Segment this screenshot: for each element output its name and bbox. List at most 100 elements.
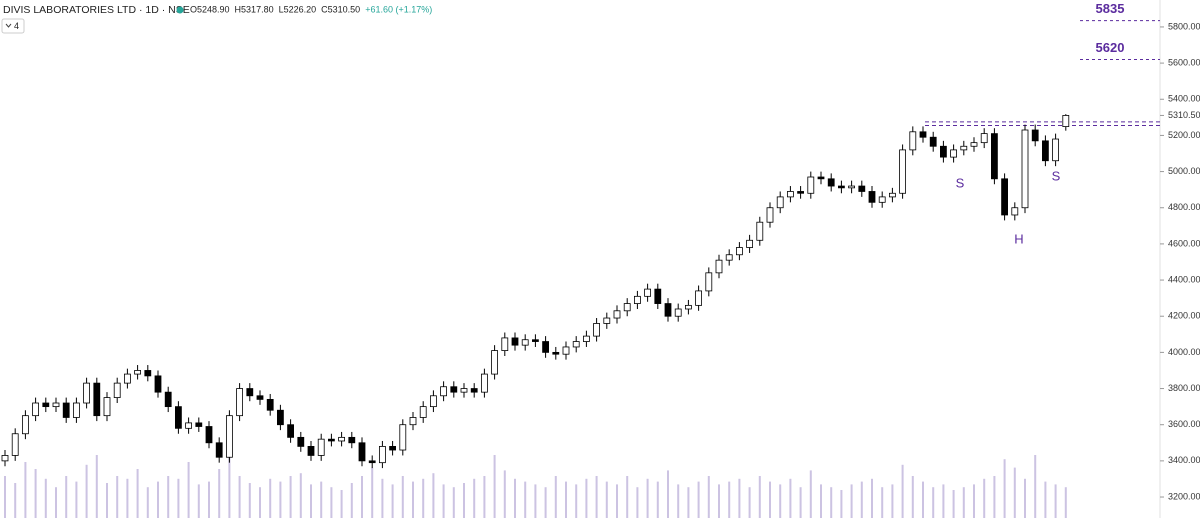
volume-bar — [932, 487, 935, 518]
candle-body — [695, 290, 702, 306]
candle-body — [1001, 178, 1008, 216]
volume-bar — [371, 467, 374, 518]
candle-body — [501, 337, 509, 351]
candle-body — [399, 424, 407, 451]
indicator-toggle[interactable] — [1, 18, 25, 34]
volume-bar — [116, 476, 119, 518]
candle-body — [756, 221, 764, 241]
target-label: 5835 — [1096, 1, 1125, 16]
volume-bar — [463, 483, 465, 518]
candle-body — [215, 442, 223, 458]
candle-body — [572, 341, 580, 348]
volume-bar — [442, 484, 445, 518]
candle-body — [919, 131, 927, 138]
ohlc-value: L5226.20 — [279, 4, 317, 14]
candle-body — [297, 436, 305, 447]
volume-bar — [330, 487, 333, 518]
candle-body — [174, 406, 182, 429]
volume-bar — [238, 476, 241, 518]
candle-body — [960, 145, 968, 151]
volume-bar — [901, 464, 904, 518]
volume-bar — [871, 478, 873, 518]
candle-body — [327, 438, 335, 442]
volume-bar — [554, 476, 557, 518]
candle-body — [797, 191, 804, 194]
volume-bar — [493, 455, 496, 518]
candle-body — [83, 382, 90, 404]
chevron-icon — [5, 23, 12, 28]
candle-body — [246, 388, 254, 397]
volume-bar — [962, 487, 965, 518]
volume-bar — [667, 470, 669, 518]
candle-body — [868, 191, 876, 203]
volume-bar — [718, 484, 720, 518]
pattern-annotation: S — [956, 175, 965, 190]
volume-bar — [24, 462, 27, 518]
volume-bar — [299, 473, 302, 518]
volume-bar — [340, 490, 343, 518]
volume-bar — [820, 484, 822, 518]
ohlc-value: C5310.50 — [321, 4, 360, 14]
volume-bar — [381, 478, 384, 518]
target-label: 5620 — [1096, 40, 1125, 55]
volume-bar — [177, 478, 180, 518]
volume-bar — [197, 484, 200, 518]
candle-body — [909, 131, 917, 151]
candle-body — [593, 323, 600, 337]
candle-body — [980, 133, 988, 144]
ohlc-value: O5248.90 — [190, 4, 230, 14]
candle-body — [521, 339, 529, 346]
candle-body — [256, 395, 264, 400]
volume-bar — [983, 478, 986, 518]
volume-bar — [1034, 455, 1037, 518]
volume-bar — [432, 473, 435, 518]
volume-bar — [575, 484, 578, 518]
candle-body — [766, 207, 774, 223]
volume-bar — [106, 483, 108, 518]
candle-body — [878, 196, 886, 203]
candle-body — [1062, 115, 1070, 127]
volume-bar — [728, 481, 731, 518]
y-tick-label: 5800.00 — [1168, 21, 1200, 31]
candle-body — [317, 438, 325, 456]
volume-bar — [422, 478, 425, 518]
volume-bar — [799, 487, 802, 518]
volume-bar — [616, 484, 618, 518]
candle-body — [32, 402, 39, 417]
candle-body — [11, 433, 19, 456]
volume-bar — [289, 476, 292, 518]
volume-bar — [310, 484, 312, 518]
volume-bar — [361, 476, 363, 518]
volume-bar — [677, 484, 680, 518]
volume-bar — [1024, 478, 1026, 518]
candle-body — [93, 382, 101, 417]
ohlc-value: +61.60 (+1.17%) — [365, 4, 432, 14]
candle-body — [287, 424, 295, 438]
volume-bar — [95, 455, 98, 518]
volume-bar — [1013, 467, 1016, 518]
candle-body — [419, 406, 427, 418]
y-tick-label: 3400.00 — [1168, 455, 1200, 465]
candle-body — [889, 192, 896, 198]
candle-body — [674, 308, 682, 317]
candle-body — [511, 337, 519, 346]
candle-body — [603, 317, 611, 324]
candle-body — [634, 295, 641, 304]
volume-bar — [483, 476, 486, 518]
candle-body — [950, 149, 957, 158]
volume-bar — [534, 484, 537, 518]
candle-body — [62, 402, 70, 418]
volume-bar — [809, 470, 812, 518]
candle-body — [970, 142, 978, 147]
volume-bar — [952, 490, 955, 518]
candle-body — [991, 133, 998, 180]
candle-body — [491, 350, 499, 375]
candle-body — [1021, 129, 1029, 209]
candle-body — [552, 351, 560, 355]
volume-bar — [248, 483, 251, 518]
candle-body — [776, 196, 784, 209]
volume-bar — [44, 478, 47, 518]
